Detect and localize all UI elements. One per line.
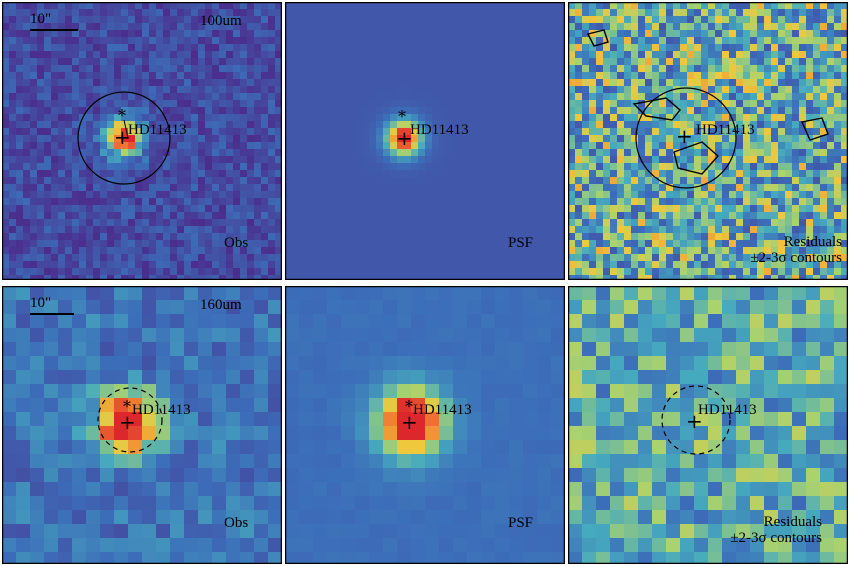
- centroid-cross: +: [686, 409, 703, 433]
- target-label: HD11413: [698, 402, 757, 418]
- panel-160um-obs: * + 10" 160um HD11413 Obs: [2, 286, 282, 564]
- star-marker: *: [405, 397, 413, 416]
- panel-100um-residuals: + HD11413 Residuals ±2-3σ contours: [568, 2, 848, 280]
- centroid-cross: +: [396, 126, 413, 150]
- image-160um-residuals: +: [568, 286, 848, 564]
- corner-label-line2: ±2-3σ contours: [730, 530, 822, 546]
- panel-border: [2, 2, 282, 280]
- target-label: HD11413: [696, 122, 755, 138]
- corner-label-line2: ±2-3σ contours: [750, 250, 842, 266]
- aperture-circle: [97, 387, 163, 453]
- contour: [586, 29, 609, 47]
- panel-border: [285, 286, 565, 564]
- corner-label: PSF: [508, 235, 534, 251]
- panel-100um-obs: * + 10" 100um HD11413 Obs: [2, 2, 282, 280]
- panel-border: [285, 2, 565, 280]
- corner-label-line1: Residuals: [763, 514, 822, 530]
- image-100um-obs: * +: [2, 2, 282, 280]
- band-label: 100um: [200, 13, 242, 29]
- panel-160um-psf: * + HD11413 PSF: [285, 286, 565, 564]
- panel-border: [568, 286, 848, 564]
- star-marker: *: [118, 106, 126, 125]
- contour: [801, 117, 829, 141]
- panel-100um-psf: * + HD11413 PSF: [285, 2, 565, 280]
- centroid-cross: +: [119, 410, 136, 434]
- star-marker: *: [123, 397, 131, 416]
- aperture-circle: [77, 91, 171, 185]
- image-160um-obs: * +: [2, 286, 282, 564]
- target-label: HD11413: [128, 122, 187, 138]
- aperture-circle: [661, 385, 731, 455]
- panel-border: [568, 2, 848, 280]
- panel-160um-residuals: + HD11413 Residuals ±2-3σ contours: [568, 286, 848, 564]
- contour: [632, 97, 681, 121]
- scale-bar-label: 10": [30, 11, 52, 27]
- image-160um-psf: * +: [285, 286, 565, 564]
- corner-label: Obs: [224, 515, 249, 531]
- band-label: 160um: [200, 297, 242, 313]
- corner-label: Obs: [224, 235, 249, 251]
- scale-bar-label: 10": [30, 295, 52, 311]
- centroid-cross: +: [401, 410, 418, 434]
- corner-label-line1: Residuals: [783, 234, 842, 250]
- offset-line: [123, 119, 129, 139]
- target-label: HD11413: [413, 402, 472, 418]
- contour: [673, 141, 719, 175]
- corner-label: PSF: [508, 515, 534, 531]
- target-label: HD11413: [410, 122, 469, 138]
- centroid-cross: +: [676, 124, 693, 148]
- panel-border: [2, 286, 282, 564]
- star-marker: *: [398, 107, 406, 126]
- target-label: HD11413: [132, 402, 191, 418]
- image-100um-psf: * +: [285, 2, 565, 280]
- aperture-circle: [635, 87, 737, 189]
- image-100um-residuals: +: [568, 2, 848, 280]
